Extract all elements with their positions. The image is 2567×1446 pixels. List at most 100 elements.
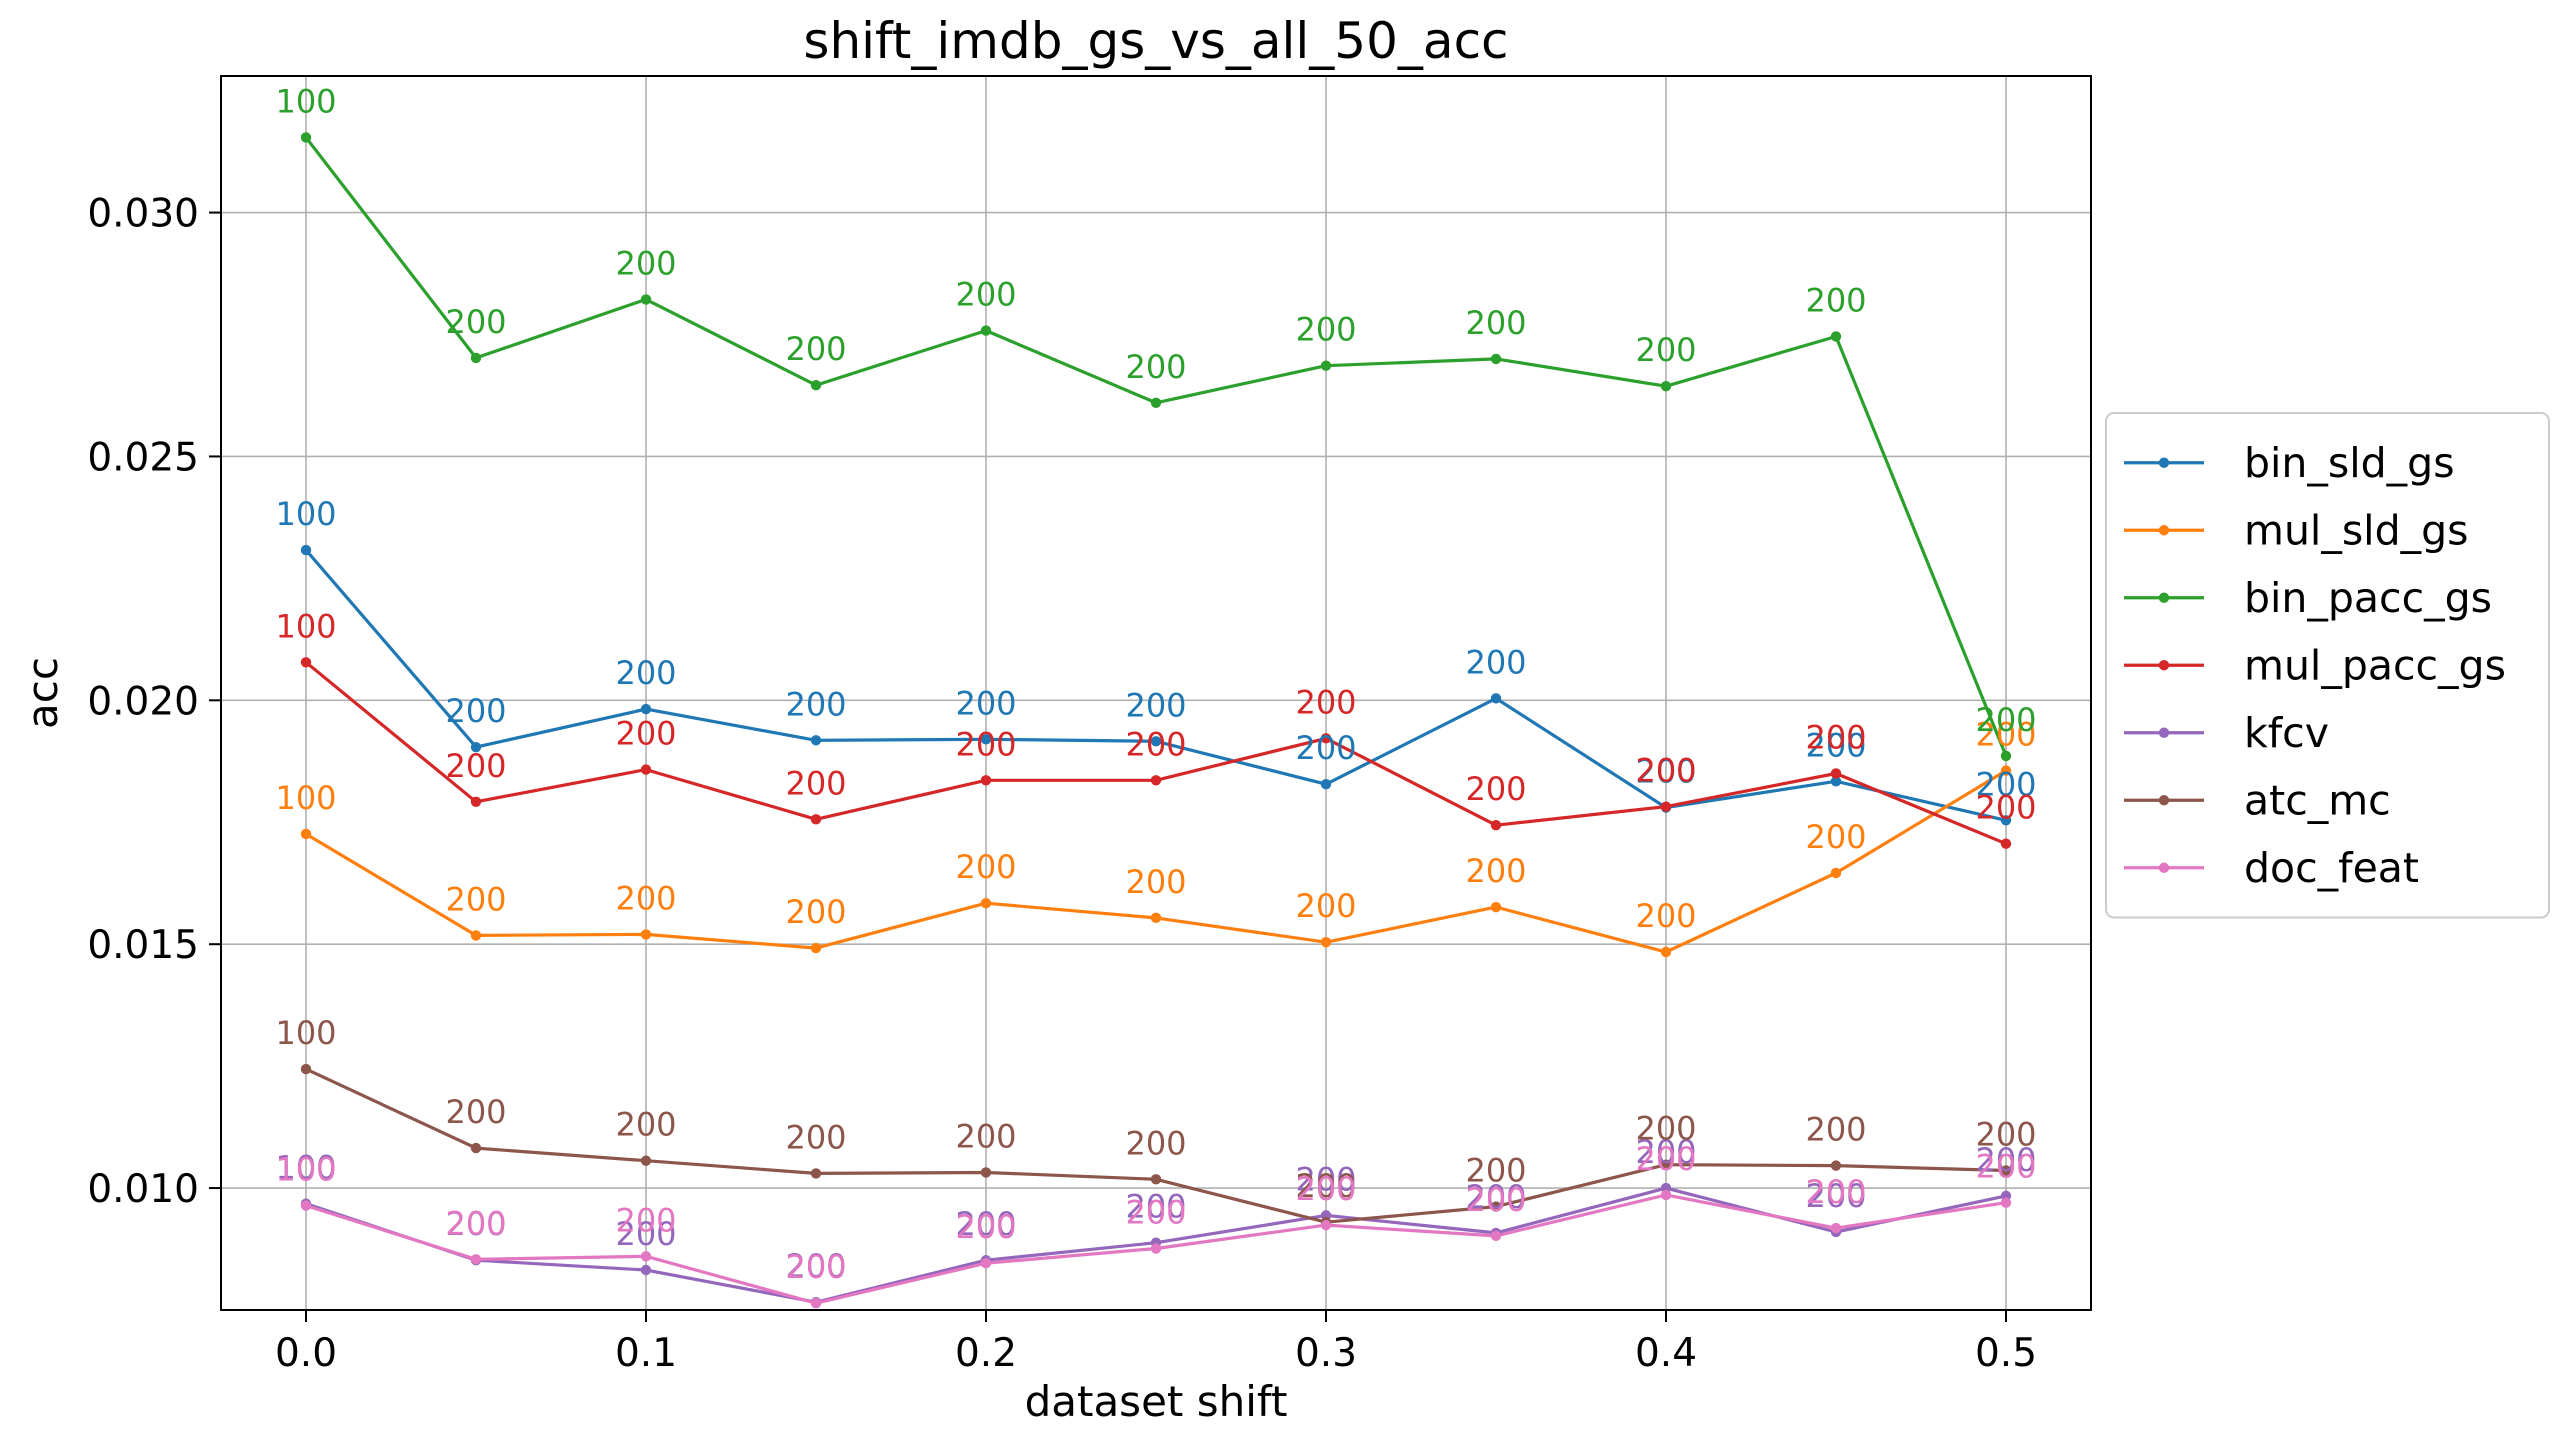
- chart-title: shift_imdb_gs_vs_all_50_acc: [803, 12, 1508, 70]
- legend-label: kfcv: [2244, 709, 2329, 757]
- data-point: [1490, 819, 1502, 831]
- data-point: [1150, 1174, 1162, 1185]
- x-axis-label: dataset shift: [1025, 1377, 1288, 1426]
- data-point: [980, 734, 992, 745]
- data-point: [1830, 768, 1842, 779]
- data-label: 100: [275, 1014, 336, 1052]
- data-point: [640, 1264, 652, 1276]
- data-point: [470, 1142, 482, 1154]
- data-label: 200: [1295, 1170, 1356, 1208]
- data-label: 200: [1635, 753, 1696, 791]
- data-label: 200: [1465, 770, 1526, 808]
- data-label: 200: [1125, 348, 1186, 386]
- data-label: 200: [785, 685, 846, 723]
- data-label: 200: [1805, 1177, 1866, 1215]
- data-label: 200: [1125, 1124, 1186, 1162]
- y-tick-label: 0.015: [87, 923, 199, 968]
- y-tick-label: 0.030: [87, 192, 199, 237]
- data-point: [1320, 1219, 1332, 1231]
- data-label: 200: [1465, 852, 1526, 890]
- data-point: [1490, 1230, 1502, 1242]
- data-point: [1150, 775, 1162, 786]
- legend-item-mul_pacc_gs: mul_pacc_gs: [2124, 641, 2506, 689]
- data-point: [980, 1167, 992, 1178]
- data-label: 200: [1465, 304, 1526, 342]
- legend-swatch-marker: [2158, 795, 2170, 806]
- data-point: [1490, 1201, 1502, 1212]
- data-label: 200: [445, 880, 506, 918]
- data-label: 200: [955, 1117, 1016, 1155]
- x-tick-label: 0.4: [1635, 1331, 1697, 1376]
- data-point: [1320, 779, 1332, 790]
- data-point: [640, 1251, 652, 1262]
- data-label: 200: [445, 1204, 506, 1242]
- data-label: 200: [1465, 1181, 1526, 1219]
- data-label: 200: [1975, 1148, 2036, 1186]
- x-tick-label: 0.1: [615, 1331, 677, 1376]
- data-point: [2000, 838, 2012, 849]
- axis-ticks: 0.0 0.1 0.2 0.3 0.4 0.5 0.010 0.015 0.020 0.025 0.…: [87, 192, 2037, 1376]
- series-mul_sld_gs: [300, 765, 2012, 958]
- data-label: 200: [1805, 718, 1866, 756]
- data-point: [810, 1297, 822, 1309]
- data-label: 200: [1805, 1111, 1866, 1149]
- legend-item-atc_mc: atc_mc: [2124, 776, 2391, 824]
- data-point: [2000, 1197, 2012, 1208]
- data-label: 200: [1295, 729, 1356, 767]
- data-point: [2000, 750, 2012, 762]
- grid-lines: [221, 76, 2091, 1310]
- data-label: 200: [1465, 1152, 1526, 1190]
- data-label: 200: [1465, 643, 1526, 681]
- data-point: [2000, 1165, 2012, 1176]
- data-label: 200: [615, 244, 676, 282]
- legend-swatch-marker: [2158, 862, 2170, 873]
- data-label: 200: [615, 1215, 676, 1253]
- data-label: 200: [1635, 1140, 1696, 1178]
- legend-swatch-marker: [2158, 660, 2170, 671]
- data-label: 200: [785, 764, 846, 802]
- legend-box: [2105, 412, 2550, 919]
- data-label: 200: [785, 1118, 846, 1156]
- data-label: 200: [955, 848, 1016, 886]
- data-point: [1490, 353, 1502, 365]
- data-point: [1660, 1159, 1672, 1170]
- data-label: 200: [955, 1205, 1016, 1243]
- data-point: [470, 930, 482, 941]
- data-point: [300, 1063, 312, 1075]
- data-label: 200: [1975, 789, 2036, 827]
- data-point: [640, 764, 652, 775]
- data-point: [2000, 765, 2012, 776]
- data-label: 200: [1295, 311, 1356, 349]
- data-point: [1660, 381, 1672, 392]
- data-label: 200: [1635, 1110, 1696, 1148]
- data-point: [980, 1257, 992, 1269]
- data-point: [300, 1200, 312, 1211]
- legend: bin_sld_gs mul_sld_gs bin_pacc_gs mul_pacc_…: [2105, 412, 2550, 919]
- data-label: 200: [955, 725, 1016, 763]
- data-point: [1660, 946, 1672, 958]
- data-label: 200: [955, 1208, 1016, 1246]
- data-label: 200: [1125, 686, 1186, 724]
- data-label: 200: [1295, 1167, 1356, 1205]
- data-point: [640, 703, 652, 715]
- data-point: [810, 380, 822, 391]
- data-point: [470, 741, 482, 753]
- data-label: 200: [615, 715, 676, 753]
- data-label: 200: [1805, 726, 1866, 764]
- data-label: 200: [1975, 1116, 2036, 1154]
- data-label: 200: [1465, 1178, 1526, 1216]
- data-label: 200: [1295, 1160, 1356, 1198]
- data-label: 200: [785, 330, 846, 368]
- data-point: [1660, 1189, 1672, 1201]
- data-label: 200: [1635, 1133, 1696, 1171]
- x-tick-label: 0.0: [275, 1331, 337, 1376]
- y-axis-label: acc: [18, 657, 67, 729]
- data-point: [810, 735, 822, 746]
- data-point: [300, 544, 312, 556]
- data-point: [810, 814, 822, 825]
- data-point: [980, 775, 992, 786]
- data-point: [1660, 801, 1672, 812]
- data-label: 200: [615, 879, 676, 917]
